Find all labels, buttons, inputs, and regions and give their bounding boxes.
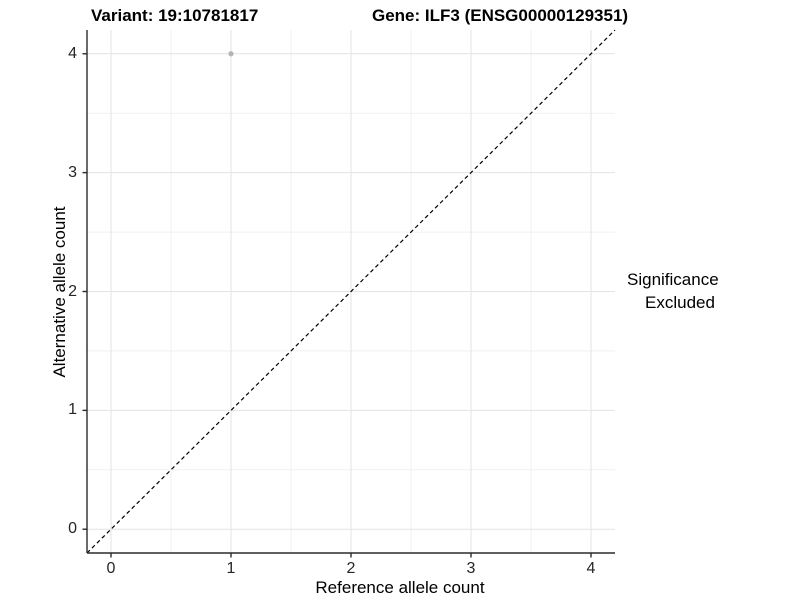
x-tick-label: 4 [586, 560, 596, 577]
x-tick-label: 1 [226, 560, 236, 577]
legend: Significance Excluded [627, 270, 719, 313]
data-point [228, 51, 234, 57]
legend-item-label: Excluded [645, 293, 715, 312]
y-tick-label: 1 [68, 401, 77, 419]
y-tick-label: 3 [68, 163, 77, 181]
legend-title: Significance [627, 270, 719, 289]
excluded-point-icon [632, 300, 639, 307]
y-tick-label: 2 [68, 282, 77, 300]
y-axis-title: Alternative allele count [50, 205, 69, 378]
y-tick-label: 4 [68, 44, 77, 62]
x-tick-label: 3 [466, 560, 476, 577]
identity-line [86, 29, 616, 554]
variant-title: Variant: 19:10781817 [91, 6, 259, 25]
legend-item-excluded: Excluded [627, 293, 719, 313]
y-tick-label: 0 [68, 520, 77, 538]
x-tick-label: 0 [106, 560, 116, 577]
x-tick-label: 2 [346, 560, 356, 577]
x-axis-title: Reference allele count [315, 578, 485, 597]
gene-title: Gene: ILF3 (ENSG00000129351) [372, 6, 629, 25]
